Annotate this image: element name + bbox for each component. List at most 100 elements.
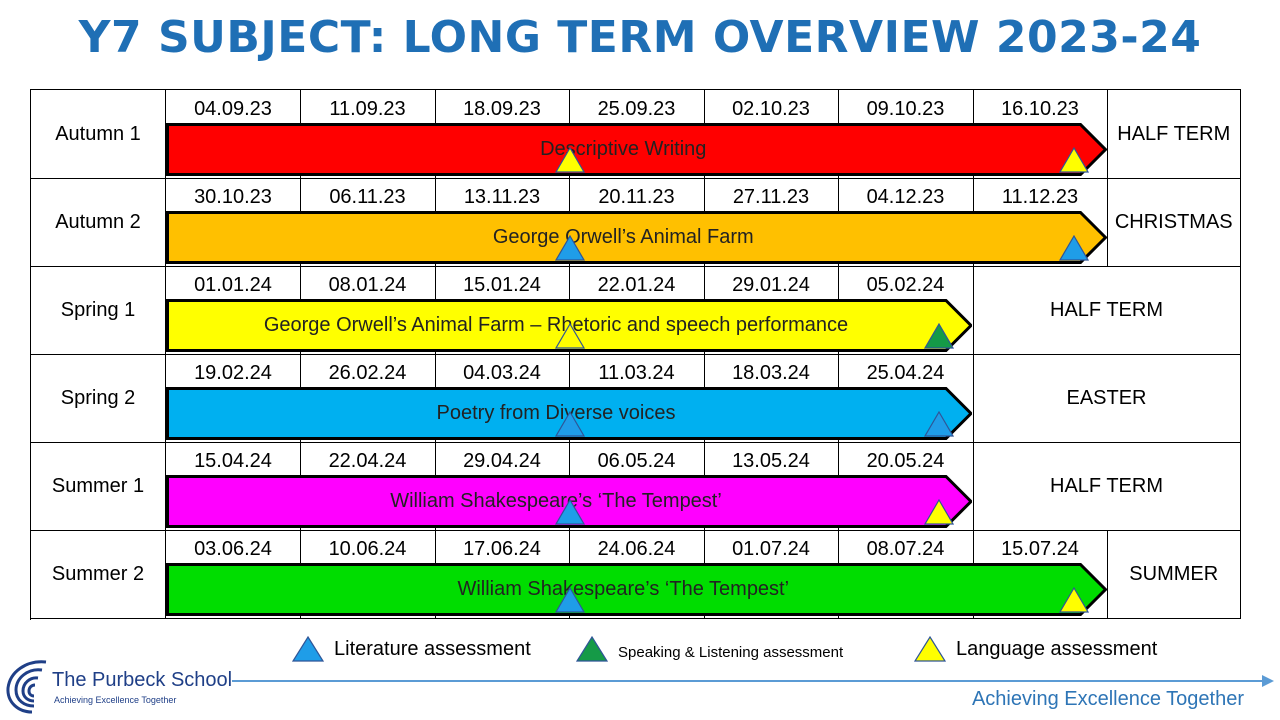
yellow-triangle-icon	[914, 636, 946, 662]
yellow-triangle-icon	[923, 498, 955, 530]
blue-triangle-icon	[1058, 234, 1089, 266]
week-cell: 11.12.23	[973, 178, 1108, 267]
week-date: 18.03.24	[732, 362, 810, 384]
week-date: 17.06.24	[463, 538, 541, 560]
legend-literature: Literature assessment	[292, 636, 531, 662]
legend-speaking: Speaking & Listening assessment	[576, 636, 843, 662]
unit-title: George Orwell’s Animal Farm – Rhetoric a…	[263, 314, 849, 336]
term-label: Spring 1	[31, 266, 166, 355]
timeline-arrow-icon	[232, 675, 1274, 687]
week-date: 16.10.23	[1001, 98, 1079, 120]
week-cell: 25.04.24	[838, 354, 974, 443]
green-triangle-icon	[576, 636, 608, 662]
week-date: 15.01.24	[463, 274, 541, 296]
blue-triangle-icon	[292, 636, 324, 662]
school-tagline: Achieving Excellence Together	[54, 695, 177, 705]
term-label: Summer 2	[31, 530, 166, 619]
week-date: 01.07.24	[732, 538, 810, 560]
school-motto: Achieving Excellence Together	[971, 688, 1244, 710]
week-date: 10.06.24	[328, 538, 407, 560]
blue-triangle-icon	[554, 410, 586, 442]
legend-speaking-label: Speaking & Listening assessment	[618, 643, 844, 661]
term-label: Autumn 2	[31, 178, 166, 267]
holiday-cell: HALF TERM	[973, 266, 1241, 355]
unit-title: William Shakespeare’s ‘The Tempest’	[390, 490, 722, 512]
holiday-cell: CHRISTMAS	[1107, 178, 1241, 267]
blue-triangle-icon	[554, 234, 586, 266]
week-date: 06.11.23	[329, 186, 406, 208]
holiday-cell: HALF TERM	[973, 442, 1241, 531]
blue-triangle-icon	[923, 410, 955, 442]
week-date: 29.04.24	[463, 450, 541, 472]
week-date: 15.04.24	[194, 450, 272, 472]
week-cell: 20.05.24	[838, 442, 974, 531]
week-date: 11.03.24	[598, 362, 675, 384]
unit-banner: William Shakespeare’s ‘The Tempest’	[166, 563, 1107, 616]
blue-triangle-icon	[554, 586, 586, 618]
week-date: 03.06.24	[194, 538, 272, 560]
legend-language-label: Language assessment	[956, 637, 1158, 660]
week-date: 25.04.24	[866, 362, 945, 384]
week-date: 24.06.24	[597, 538, 676, 560]
yellow-triangle-icon	[554, 322, 586, 354]
week-date: 04.12.23	[866, 186, 945, 208]
unit-title: Poetry from Diverse voices	[436, 402, 676, 424]
holiday-cell: SUMMER	[1107, 530, 1241, 619]
week-date: 15.07.24	[1001, 538, 1079, 560]
term-label: Summer 1	[31, 442, 166, 531]
week-date: 29.01.24	[732, 274, 810, 296]
unit-banner: George Orwell’s Animal Farm	[166, 211, 1107, 264]
term-row: Summer 1 15.04.24 22.04.24 29.04.24 06.05.24…	[31, 442, 1241, 531]
week-date: 26.02.24	[328, 362, 407, 384]
week-date: 02.10.23	[732, 98, 810, 120]
holiday-cell: EASTER	[973, 354, 1241, 443]
legend-language: Language assessment	[914, 636, 1157, 662]
week-date: 11.09.23	[329, 98, 406, 120]
legend-literature-label: Literature assessment	[334, 637, 531, 660]
school-logo-icon	[6, 660, 47, 714]
week-date: 05.02.24	[866, 274, 945, 296]
week-date: 08.07.24	[866, 538, 945, 560]
week-date: 01.01.24	[194, 274, 272, 296]
week-date: 11.12.23	[1001, 186, 1079, 208]
unit-title: Descriptive Writing	[540, 138, 707, 160]
week-date: 13.05.24	[732, 450, 810, 472]
week-date: 20.05.24	[866, 450, 945, 472]
holiday-cell: HALF TERM	[1107, 90, 1241, 179]
week-date: 18.09.23	[463, 98, 541, 120]
week-cell: 05.02.24	[838, 266, 974, 355]
term-row: Summer 2 03.06.24 10.06.24 17.06.24 24.06.24…	[31, 530, 1241, 619]
blue-triangle-icon	[554, 498, 586, 530]
week-date: 22.04.24	[328, 450, 407, 472]
yellow-triangle-icon	[554, 146, 586, 178]
week-date: 04.03.24	[463, 362, 541, 384]
week-date: 08.01.24	[328, 274, 407, 296]
week-date: 06.05.24	[597, 450, 676, 472]
week-cell: 16.10.23	[973, 90, 1108, 179]
yellow-triangle-icon	[1058, 586, 1089, 618]
term-row: Autumn 1 04.09.23 11.09.23 18.09.23 25.09.23…	[31, 90, 1241, 179]
term-row: Autumn 2 30.10.23 06.11.23 13.11.23 20.11.23…	[31, 178, 1241, 267]
green-triangle-icon	[923, 322, 955, 354]
week-date: 13.11.23	[463, 186, 541, 208]
yellow-triangle-icon	[1058, 146, 1089, 178]
week-date: 30.10.23	[194, 186, 272, 208]
term-row: Spring 2 19.02.24 26.02.24 04.03.24 11.03.24…	[31, 354, 1241, 443]
week-date: 22.01.24	[597, 274, 676, 296]
term-row: Spring 1 01.01.24 08.01.24 15.01.24 22.01.24…	[31, 266, 1241, 355]
week-date: 19.02.24	[194, 362, 272, 384]
week-date: 20.11.23	[598, 186, 675, 208]
term-label: Spring 2	[31, 354, 166, 443]
overview-table: Autumn 1 04.09.23 11.09.23 18.09.23 25.09.23…	[30, 89, 1241, 620]
unit-banner: Descriptive Writing	[166, 123, 1107, 176]
week-date: 27.11.23	[732, 186, 810, 208]
unit-title: William Shakespeare’s ‘The Tempest’	[457, 578, 790, 600]
week-date: 25.09.23	[597, 98, 676, 120]
week-date: 04.09.23	[194, 98, 272, 120]
week-cell: 15.07.24	[973, 530, 1108, 619]
week-date: 09.10.23	[866, 98, 945, 120]
page-title: Y7 SUBJECT: LONG TERM OVERVIEW 2023-24	[78, 12, 1202, 63]
unit-title: George Orwell’s Animal Farm	[492, 226, 754, 248]
school-name: The Purbeck School	[52, 669, 233, 691]
term-label: Autumn 1	[31, 90, 166, 179]
